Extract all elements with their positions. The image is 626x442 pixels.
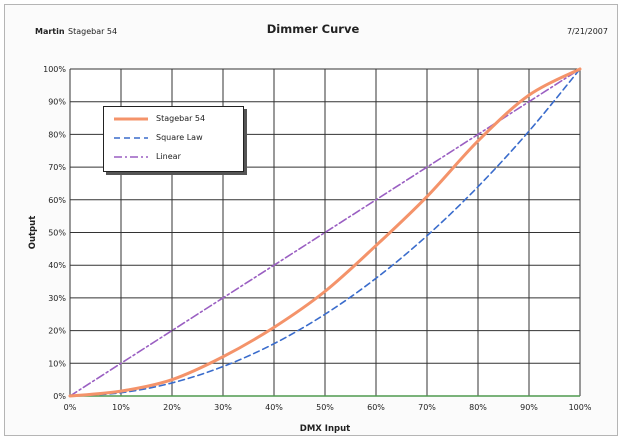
legend-item-square-law: Square Law: [104, 131, 243, 150]
y-tick-label: 90%: [48, 98, 66, 107]
y-tick-label: 0%: [53, 392, 66, 401]
x-tick-label: 10%: [112, 403, 130, 412]
x-tick-label: 100%: [569, 403, 592, 412]
series-stagebar-54: [68, 67, 582, 398]
brand-label: Martin: [35, 27, 65, 36]
x-tick-label: 90%: [520, 403, 538, 412]
x-tick-label: 30%: [214, 403, 232, 412]
y-tick-label: 20%: [48, 327, 66, 336]
chart-title: Dimmer Curve: [266, 22, 360, 36]
y-tick-label: 40%: [48, 261, 66, 270]
x-tick-label: 60%: [367, 403, 385, 412]
legend-item-linear: Linear: [104, 150, 243, 169]
y-tick-label: 100%: [43, 65, 66, 74]
legend-label-stagebar: Stagebar 54: [156, 114, 206, 123]
y-tick-label: 30%: [48, 294, 66, 303]
x-tick-label: 50%: [316, 403, 334, 412]
series-square-law: [69, 68, 581, 397]
y-tick-label: 70%: [48, 163, 66, 172]
y-axis-label: Output: [28, 216, 38, 250]
legend-swatch-stagebar: [114, 117, 148, 121]
y-tick-label: 60%: [48, 196, 66, 205]
legend-item-stagebar: Stagebar 54: [104, 112, 243, 131]
x-tick-label: 0%: [64, 403, 77, 412]
chart-legend: Stagebar 54 Square Law Linear: [103, 106, 244, 172]
legend-swatch-linear: [114, 156, 148, 158]
y-tick-label: 80%: [48, 130, 66, 139]
date-label: 7/21/2007: [566, 27, 608, 36]
x-tick-label: 80%: [469, 403, 487, 412]
y-tick-label: 10%: [48, 359, 66, 368]
model-label: Stagebar 54: [68, 27, 118, 36]
legend-label-square-law: Square Law: [156, 133, 203, 142]
x-tick-label: 40%: [265, 403, 283, 412]
x-tick-label: 70%: [418, 403, 436, 412]
legend-swatch-square-law: [114, 137, 148, 139]
x-axis-label: DMX Input: [300, 424, 350, 434]
legend-label-linear: Linear: [156, 152, 181, 161]
y-tick-label: 50%: [48, 229, 66, 238]
x-tick-label: 20%: [163, 403, 181, 412]
